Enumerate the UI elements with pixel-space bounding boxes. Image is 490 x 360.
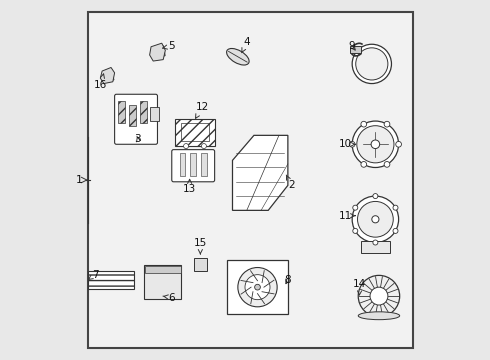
Text: 8: 8 xyxy=(284,275,291,285)
Circle shape xyxy=(361,162,367,167)
Circle shape xyxy=(357,126,394,163)
FancyBboxPatch shape xyxy=(144,265,181,298)
Circle shape xyxy=(371,140,380,149)
Text: 15: 15 xyxy=(194,238,207,254)
Polygon shape xyxy=(100,67,115,84)
Bar xyxy=(88,271,134,289)
Circle shape xyxy=(255,284,260,290)
Circle shape xyxy=(396,141,401,147)
Circle shape xyxy=(352,44,392,84)
Text: 13: 13 xyxy=(183,179,196,194)
Circle shape xyxy=(373,240,378,245)
Circle shape xyxy=(201,144,206,149)
FancyBboxPatch shape xyxy=(172,150,215,182)
Circle shape xyxy=(393,228,398,233)
Text: 10: 10 xyxy=(339,139,355,149)
Bar xyxy=(227,260,288,314)
Bar xyxy=(181,123,209,141)
Text: 6: 6 xyxy=(163,293,175,302)
Bar xyxy=(180,153,185,176)
Text: 11: 11 xyxy=(339,211,355,221)
Bar xyxy=(190,153,196,176)
Circle shape xyxy=(384,121,390,127)
Circle shape xyxy=(393,205,398,210)
FancyBboxPatch shape xyxy=(88,12,413,348)
Bar xyxy=(129,105,136,126)
Text: 3: 3 xyxy=(135,134,141,144)
Circle shape xyxy=(358,275,400,317)
Text: 9: 9 xyxy=(349,41,355,51)
Text: 4: 4 xyxy=(242,37,250,53)
Text: 1: 1 xyxy=(75,175,82,185)
Bar xyxy=(361,241,390,253)
Bar xyxy=(105,71,114,82)
Bar xyxy=(150,107,159,121)
Circle shape xyxy=(356,48,388,80)
Circle shape xyxy=(353,228,358,233)
Bar xyxy=(201,153,207,176)
Text: 16: 16 xyxy=(94,74,107,90)
Bar xyxy=(350,46,361,53)
Ellipse shape xyxy=(358,312,400,320)
Circle shape xyxy=(352,196,398,243)
Ellipse shape xyxy=(226,49,249,65)
Bar xyxy=(145,266,181,273)
Text: 7: 7 xyxy=(89,270,98,280)
FancyBboxPatch shape xyxy=(115,94,157,144)
Text: 2: 2 xyxy=(286,175,294,190)
Text: 12: 12 xyxy=(196,102,209,118)
Circle shape xyxy=(184,144,189,149)
Circle shape xyxy=(358,202,393,237)
Circle shape xyxy=(353,205,358,210)
Bar xyxy=(175,119,215,146)
Bar xyxy=(118,102,125,123)
Circle shape xyxy=(361,121,367,127)
Polygon shape xyxy=(149,43,165,61)
Polygon shape xyxy=(232,135,288,210)
Circle shape xyxy=(245,275,270,300)
Text: 5: 5 xyxy=(163,41,175,51)
Circle shape xyxy=(373,194,378,199)
Circle shape xyxy=(238,267,277,307)
Circle shape xyxy=(352,121,398,167)
Circle shape xyxy=(370,287,388,305)
Bar xyxy=(194,257,207,271)
Circle shape xyxy=(372,216,379,223)
Bar xyxy=(140,102,147,123)
Bar xyxy=(156,46,165,57)
Circle shape xyxy=(349,141,355,147)
Circle shape xyxy=(384,162,390,167)
Text: 14: 14 xyxy=(353,279,367,295)
